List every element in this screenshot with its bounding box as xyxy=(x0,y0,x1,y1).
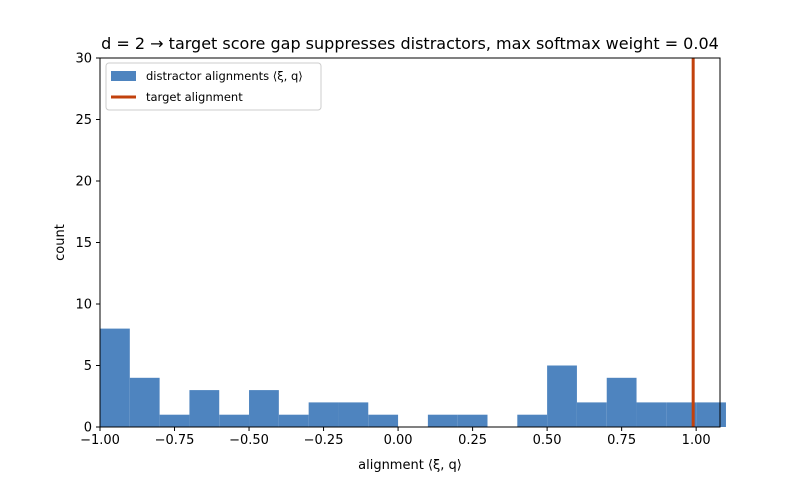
legend-swatch-distractor xyxy=(111,71,136,81)
x-tick-label-2: −0.50 xyxy=(229,433,269,448)
histogram-bars xyxy=(100,328,726,427)
histogram-bar-5 xyxy=(249,390,279,427)
histogram-bar-0 xyxy=(100,328,130,427)
histogram-bar-14 xyxy=(517,414,548,427)
x-tick-label-0: −1.00 xyxy=(80,433,120,448)
x-axis-ticks: −1.00 −0.75 −0.50 −0.25 0.00 0.25 0.50 0.75 1.00 xyxy=(80,427,711,448)
histogram-bar-9 xyxy=(368,414,399,427)
x-tick-label-8: 1.00 xyxy=(682,433,711,448)
y-axis-ticks: 0 5 10 15 20 25 30 xyxy=(75,52,100,436)
y-tick-label-4: 20 xyxy=(75,175,92,190)
y-tick-label-5: 25 xyxy=(75,113,92,128)
y-tick-label-0: 0 xyxy=(84,421,92,436)
histogram-bar-2 xyxy=(159,414,190,427)
histogram-bar-3 xyxy=(189,390,220,427)
y-tick-label-3: 15 xyxy=(75,236,92,251)
histogram-bar-11 xyxy=(427,414,458,427)
x-tick-label-1: −0.75 xyxy=(155,433,195,448)
histogram-bar-1 xyxy=(129,377,160,427)
legend-box xyxy=(105,62,322,111)
legend-label-target: target alignment xyxy=(146,90,243,104)
plot-frame xyxy=(99,57,721,428)
histogram-bar-16 xyxy=(576,402,607,427)
x-tick-label-3: −0.25 xyxy=(304,433,344,448)
histogram-bar-4 xyxy=(219,414,250,427)
histogram-bar-8 xyxy=(338,402,369,427)
x-tick-label-4: 0.00 xyxy=(384,433,413,448)
y-tick-label-6: 30 xyxy=(75,52,92,67)
x-axis-label: alignment ⟨ξ, q⟩ xyxy=(358,458,462,473)
histogram-bar-15 xyxy=(547,365,577,427)
chart-title: d = 2 → target score gap suppresses dist… xyxy=(101,34,719,53)
histogram-bar-19 xyxy=(666,402,697,427)
histogram-bar-20 xyxy=(696,402,726,427)
histogram-bar-17 xyxy=(606,377,637,427)
legend-label-distractor: distractor alignments ⟨ξ, q⟩ xyxy=(146,69,303,83)
y-tick-label-1: 5 xyxy=(84,359,92,374)
y-axis-label: count xyxy=(53,224,68,261)
histogram-bar-12 xyxy=(457,414,488,427)
histogram-bar-18 xyxy=(636,402,667,427)
histogram-bar-6 xyxy=(278,414,309,427)
x-tick-label-5: 0.25 xyxy=(458,433,487,448)
histogram-bar-7 xyxy=(308,402,339,427)
legend: distractor alignments ⟨ξ, q⟩ target alig… xyxy=(105,62,322,111)
x-tick-label-7: 0.75 xyxy=(607,433,636,448)
x-tick-label-6: 0.50 xyxy=(533,433,562,448)
y-tick-label-2: 10 xyxy=(75,298,92,313)
